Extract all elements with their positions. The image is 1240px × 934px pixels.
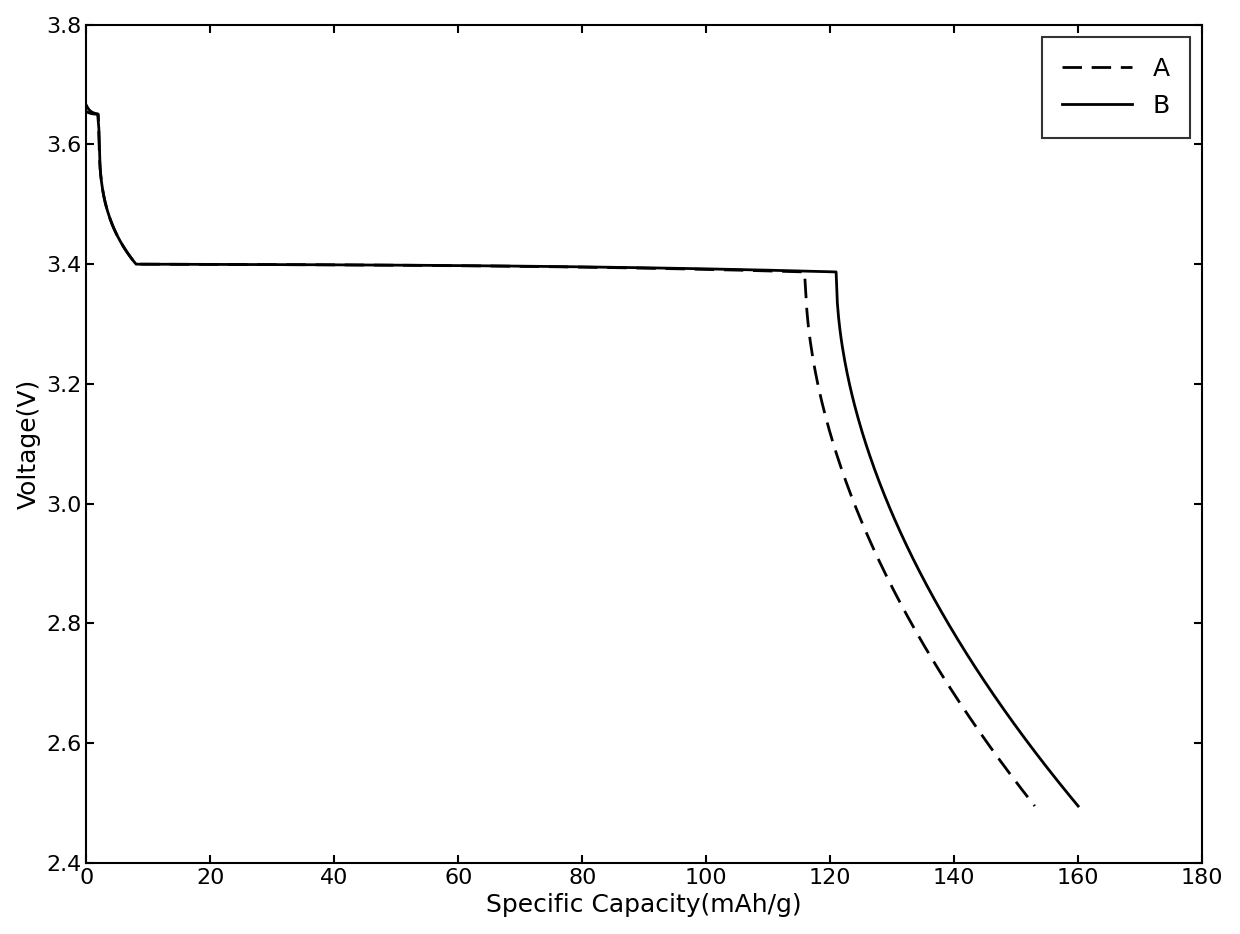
B: [932, 604, 947, 616]
B: [831, 312, 846, 323]
B: [711, 263, 725, 275]
X-axis label: Specific Capacity(mAh/g): Specific Capacity(mAh/g): [486, 893, 802, 917]
B: [140, 259, 155, 270]
A: [138, 259, 153, 270]
Line: A: A: [87, 111, 1034, 806]
B: [79, 100, 94, 111]
B: [681, 262, 696, 274]
Legend: A, B: A, B: [1043, 37, 1189, 137]
A: [799, 285, 813, 296]
Y-axis label: Voltage(V): Voltage(V): [16, 378, 41, 509]
A: [1027, 800, 1042, 812]
A: [655, 262, 670, 274]
A: [683, 263, 698, 275]
A: [895, 602, 910, 614]
A: [630, 262, 645, 274]
Line: B: B: [87, 106, 1078, 806]
A: [79, 106, 94, 117]
B: [655, 262, 670, 274]
B: [1070, 800, 1085, 812]
